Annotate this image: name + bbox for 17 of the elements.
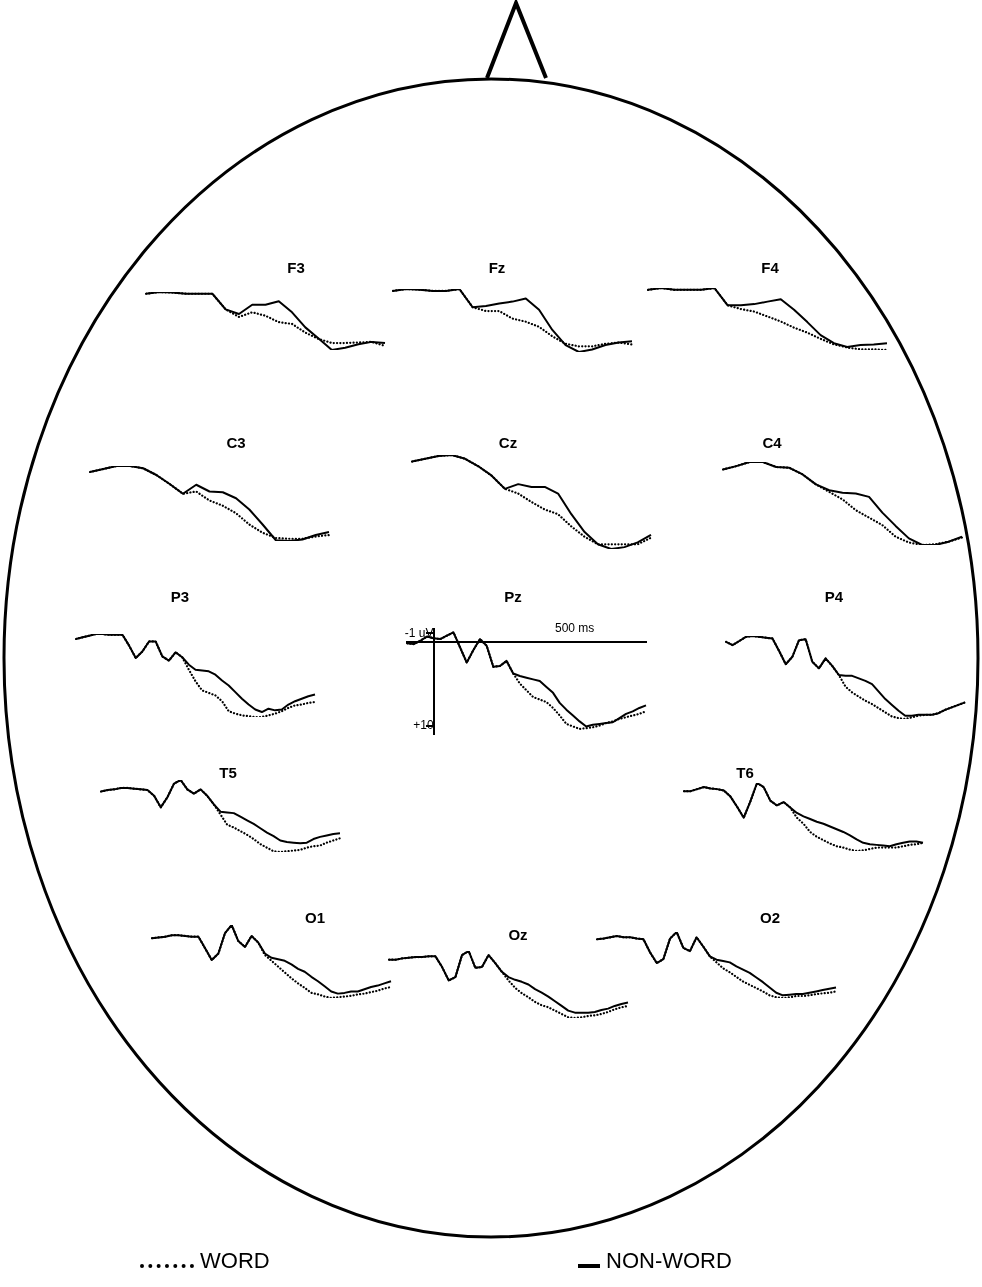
legend-label: WORD [200,1248,270,1274]
chart-title: P3 [169,587,191,607]
chart-title: P4 [823,587,845,607]
chart-title: O2 [759,908,781,928]
chart-title: F4 [760,258,780,278]
chart-title: T5 [218,763,238,783]
chart-title: T6 [735,763,755,783]
chart-title: Cz [497,433,519,453]
annotation: 500 ms [555,621,595,635]
chart-title: O1 [304,908,326,928]
chart-title: C3 [225,433,247,453]
chart-title: Pz [503,587,523,607]
chart-title: C4 [761,433,783,453]
chart-title: Oz [507,925,529,945]
chart-title: Fz [487,258,507,278]
legend-label: NON-WORD [606,1248,732,1274]
chart-title: F3 [286,258,306,278]
